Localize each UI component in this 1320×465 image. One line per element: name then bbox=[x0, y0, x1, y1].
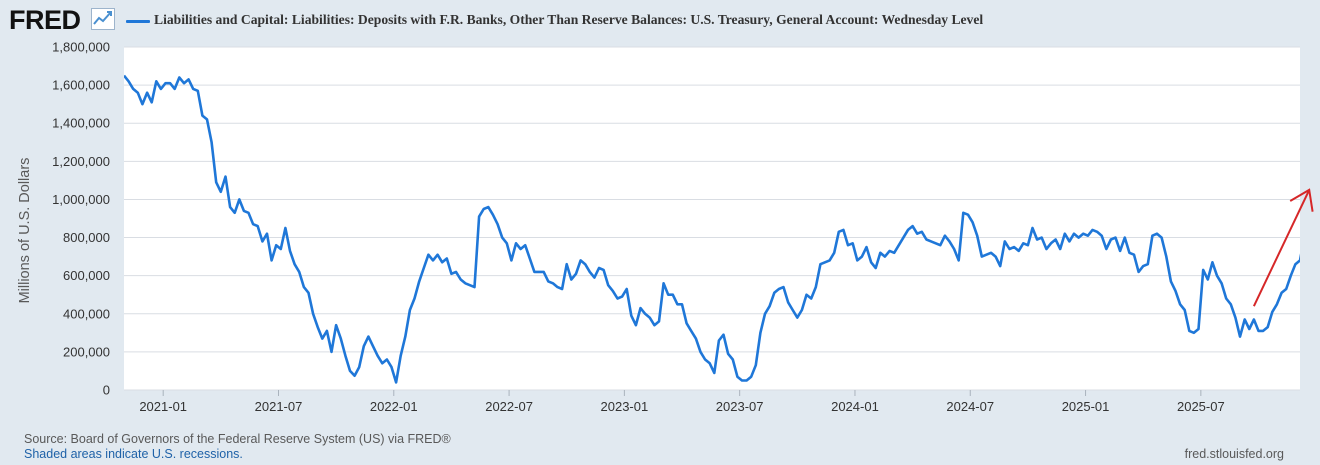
x-tick-label: 2023-01 bbox=[601, 399, 649, 414]
y-axis-title: Millions of U.S. Dollars bbox=[17, 158, 33, 304]
y-tick-label: 400,000 bbox=[63, 306, 110, 321]
x-tick-label: 2022-07 bbox=[485, 399, 533, 414]
legend-swatch bbox=[126, 20, 150, 23]
y-tick-label: 1,000,000 bbox=[52, 192, 110, 207]
x-tick-label: 2021-01 bbox=[139, 399, 187, 414]
x-tick-label: 2024-01 bbox=[831, 399, 879, 414]
y-tick-label: 1,600,000 bbox=[52, 78, 110, 93]
y-tick-label: 1,200,000 bbox=[52, 154, 110, 169]
x-tick-label: 2023-07 bbox=[716, 399, 764, 414]
x-tick-label: 2025-07 bbox=[1177, 399, 1225, 414]
x-tick-label: 2021-07 bbox=[255, 399, 303, 414]
series-line[interactable] bbox=[124, 74, 1320, 384]
plot-area bbox=[124, 47, 1300, 390]
x-tick-label: 2025-01 bbox=[1062, 399, 1110, 414]
site-link[interactable]: fred.stlouisfed.org bbox=[1184, 447, 1284, 461]
header: FRED Liabilities and Capital: Liabilitie… bbox=[0, 0, 1320, 42]
x-tick-label: 2024-07 bbox=[946, 399, 994, 414]
recession-note[interactable]: Shaded areas indicate U.S. recessions. bbox=[24, 447, 243, 461]
source-note: Source: Board of Governors of the Federa… bbox=[24, 432, 451, 446]
line-chart: 0 200,000 400,000 600,000 800,000 1,000,000 1,… bbox=[17, 40, 1320, 414]
y-tick-label: 1,800,000 bbox=[52, 40, 110, 55]
annotation-arrow-shaft bbox=[1252, 189, 1311, 307]
y-tick-label: 1,400,000 bbox=[52, 116, 110, 131]
y-tick-label: 0 bbox=[103, 383, 110, 398]
y-tick-label: 600,000 bbox=[63, 268, 110, 283]
annotation-arrow-head bbox=[1289, 188, 1314, 212]
x-tick-label: 2022-01 bbox=[370, 399, 418, 414]
chart-trend-icon bbox=[91, 8, 115, 30]
y-tick-label: 800,000 bbox=[63, 230, 110, 245]
fred-logo[interactable]: FRED bbox=[9, 5, 81, 35]
y-tick-label: 200,000 bbox=[63, 344, 110, 359]
legend-series-title: Liabilities and Capital: Liabilities: De… bbox=[154, 12, 984, 27]
